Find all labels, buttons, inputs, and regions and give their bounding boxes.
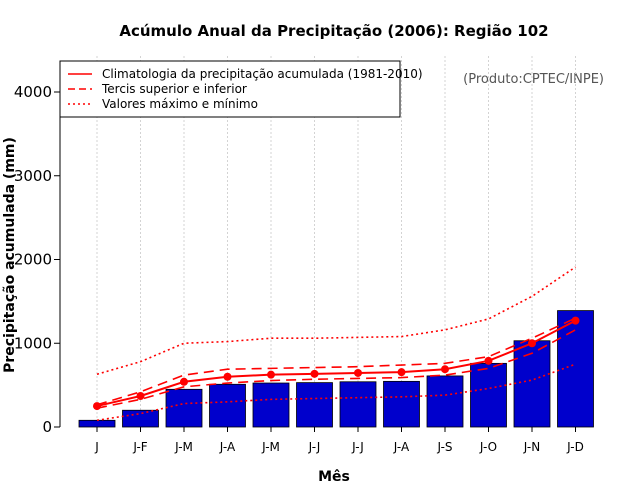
bar: [165, 388, 203, 428]
series-line: [96, 319, 576, 408]
legend-entry-label: Valores máximo e mínimo: [102, 97, 258, 111]
x-tick-label: J-A: [393, 440, 410, 454]
x-tick-label: J-J: [308, 440, 321, 454]
x-tick-label: J-D: [566, 440, 584, 454]
y-tick-label: 2000: [14, 251, 52, 269]
bar: [470, 362, 507, 428]
legend-box: [59, 60, 401, 118]
x-tick-label: J-J: [351, 440, 364, 454]
legend-entry-label: Tercis superior e inferior: [101, 82, 247, 96]
series-line: [96, 363, 576, 422]
climatology-point: [136, 392, 145, 401]
x-tick-label: J-O: [479, 440, 497, 454]
chart-title: Acúmulo Anual da Precipitação (2006): Re…: [119, 22, 548, 40]
lines-layer: [93, 266, 580, 422]
x-tick-label: J-A: [219, 440, 236, 454]
y-tick-label: 4000: [14, 83, 52, 101]
legend-entry-label: Climatologia da precipitação acumulada (…: [102, 67, 423, 81]
x-tick-label: J-F: [132, 440, 147, 454]
x-tick-label: J-M: [174, 440, 193, 454]
bar: [296, 382, 333, 428]
climatology-point: [310, 369, 319, 378]
bar: [339, 381, 377, 428]
bar: [383, 380, 420, 428]
bar: [209, 383, 246, 428]
series-line: [96, 266, 576, 376]
climatology-point: [223, 372, 232, 381]
bar: [426, 375, 464, 428]
axes-layer: 0 1000 2000 3000 4000 J J-F J-M J-A J-M J-J J-J J-A J…: [14, 83, 584, 454]
climatology-point: [528, 339, 536, 348]
series-line: [96, 329, 576, 409]
climatology-point: [484, 356, 493, 365]
bar: [122, 409, 159, 428]
y-tick-label: 1000: [14, 334, 52, 352]
y-tick-label: 3000: [14, 167, 52, 185]
climatology-point: [441, 365, 449, 374]
bar: [78, 419, 116, 428]
series-line: [96, 317, 576, 406]
y-axis-label: Precipitação acumulada (mm): [2, 137, 18, 373]
x-tick-label: J-M: [261, 440, 280, 454]
x-tick-label: J-S: [436, 440, 452, 454]
climatology-point: [267, 370, 275, 379]
bar: [513, 340, 551, 428]
climatology-point: [397, 368, 406, 377]
climatology-point: [571, 316, 580, 325]
x-axis-label: Mês: [318, 469, 350, 485]
climatology-point: [354, 368, 362, 377]
y-tick-label: 0: [42, 418, 52, 436]
x-tick-label: J-N: [523, 440, 540, 454]
climatology-point: [180, 377, 188, 386]
bars-layer: [78, 310, 594, 428]
x-tick-label: J: [94, 440, 99, 454]
bar: [252, 382, 290, 428]
credit-text: (Produto:CPTEC/INPE): [463, 72, 604, 87]
legend: Climatologia da precipitação acumulada (…: [59, 60, 423, 118]
